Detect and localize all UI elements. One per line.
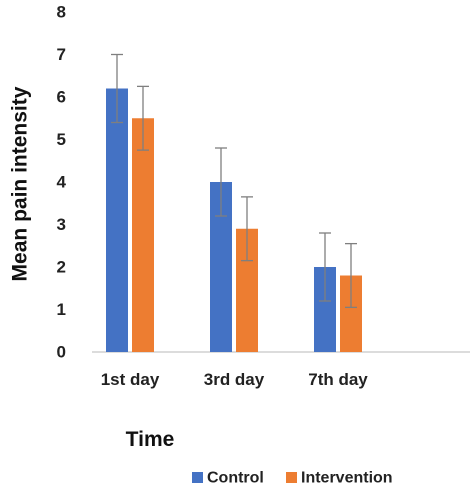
x-tick-label: 1st day (101, 370, 160, 389)
legend-swatch-control (192, 472, 203, 483)
legend-label-control: Control (207, 470, 264, 487)
x-tick-label: 7th day (308, 370, 368, 389)
bar-intervention-1 (132, 118, 154, 352)
bar-intervention-3 (340, 275, 362, 352)
y-tick-label: 0 (57, 343, 66, 362)
y-tick-label: 1 (57, 300, 66, 319)
error-bar (241, 196, 253, 262)
bar-control-2 (210, 182, 232, 352)
y-tick-label: 2 (57, 258, 66, 277)
legend: Control Intervention (192, 470, 393, 487)
bar-control-3 (314, 267, 336, 352)
x-tick-label: 3rd day (204, 370, 265, 389)
bar-control-1 (106, 88, 128, 352)
y-tick-label: 3 (57, 215, 66, 234)
y-tick-label: 5 (57, 130, 66, 149)
y-tick-label: 4 (57, 173, 67, 192)
legend-swatch-intervention (286, 472, 297, 483)
y-tick-label: 7 (57, 45, 66, 64)
error-bar (137, 85, 149, 151)
bar-intervention-2 (236, 228, 258, 352)
y-tick-label: 6 (57, 88, 66, 107)
y-tick-label: 8 (57, 3, 66, 22)
y-axis-label: Mean pain intensity (9, 86, 32, 281)
x-axis-ticks: 1st day 3rd day 7th day (101, 370, 369, 389)
error-bar (319, 232, 331, 302)
y-axis-ticks: 0 1 2 3 4 5 6 7 8 (57, 3, 67, 362)
error-bar (215, 147, 227, 217)
legend-label-intervention: Intervention (301, 470, 393, 487)
x-axis-label: Time (126, 428, 175, 451)
error-bar (111, 53, 123, 124)
error-bar (345, 242, 357, 309)
bars-group (106, 53, 362, 352)
